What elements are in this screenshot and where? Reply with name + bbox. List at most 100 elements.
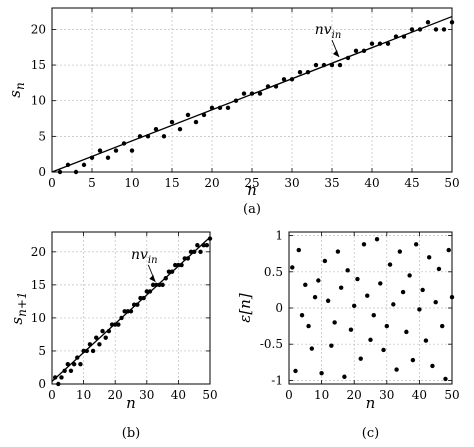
x-tick-label: 30: [284, 176, 299, 190]
data-point: [121, 141, 127, 146]
data-point: [141, 295, 146, 301]
y-tick-label: 5: [38, 344, 46, 358]
data-point: [299, 313, 305, 318]
y-axis-label: sn: [6, 82, 27, 97]
data-point: [144, 289, 149, 294]
panel-b: 0 10 20 30 40 50 0 5 10 15 20 nvin n sn+1 (b): [8, 231, 218, 441]
data-point: [52, 375, 58, 380]
data-point: [116, 322, 121, 327]
x-tick-label: 40: [412, 388, 427, 402]
data-point: [313, 62, 319, 68]
data-point: [71, 361, 77, 367]
data-point: [182, 256, 187, 261]
data-point: [345, 268, 350, 273]
data-point: [417, 307, 422, 312]
data-point: [137, 134, 143, 139]
data-point: [297, 69, 303, 75]
data-point: [387, 262, 393, 267]
data-point: [355, 276, 360, 282]
data-point: [163, 276, 168, 281]
y-tick-label: 0.5: [264, 265, 283, 279]
y-axis-label-sub: n+1: [15, 291, 29, 316]
x-tick-label: 15: [164, 176, 179, 190]
y-tick-label: -1: [271, 373, 283, 387]
data-point: [312, 294, 318, 300]
data-point: [446, 247, 451, 253]
data-point: [322, 258, 328, 264]
x-tick-label: 5: [88, 176, 96, 190]
data-point: [371, 313, 376, 318]
data-point: [119, 315, 124, 321]
data-point: [154, 282, 159, 288]
data-point: [150, 282, 156, 288]
panel-caption: (b): [122, 426, 140, 441]
data-point: [249, 91, 255, 96]
data-point: [443, 376, 448, 382]
data-point: [56, 381, 61, 387]
y-tick-label: 10: [31, 94, 46, 108]
data-point: [241, 91, 247, 96]
data-point: [377, 41, 383, 46]
annotation-arrow-head: [149, 274, 156, 282]
data-point: [209, 105, 215, 111]
data-point: [173, 262, 178, 268]
data-point: [426, 255, 432, 260]
data-point: [449, 294, 455, 300]
data-point: [342, 374, 347, 379]
data-point: [185, 256, 191, 261]
y-tick-label: 20: [31, 22, 46, 36]
data-point: [65, 162, 71, 168]
panel-caption: (c): [362, 426, 379, 441]
data-point: [329, 62, 335, 68]
y-tick-label: 20: [31, 245, 46, 259]
x-tick-label: 40: [364, 176, 379, 190]
data-point: [97, 342, 102, 347]
data-point: [145, 134, 151, 139]
x-tick-label: 35: [324, 176, 339, 190]
data-point: [89, 155, 95, 160]
data-point: [397, 249, 403, 254]
data-point: [193, 119, 199, 125]
data-point: [306, 323, 311, 329]
data-point: [65, 361, 71, 367]
data-point: [265, 84, 271, 89]
x-tick-label: 0: [285, 388, 293, 402]
y-tick-label: -0.5: [260, 337, 283, 351]
data-point: [332, 320, 337, 325]
y-tick-label: 0: [38, 377, 46, 391]
data-point: [296, 247, 301, 253]
data-point: [407, 273, 412, 278]
plot-frame: [51, 231, 211, 385]
x-tick-label: 20: [108, 388, 123, 402]
data-point: [161, 134, 167, 139]
annotation-label: nvin: [315, 22, 342, 41]
panel-caption: (a): [243, 202, 261, 217]
data-point: [125, 309, 131, 314]
data-point: [195, 243, 200, 248]
y-tick-label: 0: [275, 301, 283, 315]
data-point: [147, 289, 153, 294]
data-point: [290, 265, 295, 270]
data-point: [423, 338, 429, 343]
data-point: [94, 335, 99, 340]
data-point: [87, 342, 93, 347]
data-point: [433, 300, 438, 305]
x-axis-label: n: [366, 394, 376, 412]
data-point: [385, 41, 391, 46]
data-point: [169, 269, 175, 274]
x-tick-label: 25: [244, 176, 259, 190]
data-point: [325, 298, 331, 303]
y-tick-label: 15: [31, 58, 46, 72]
y-axis-label: sn+1: [8, 291, 29, 324]
data-point: [100, 328, 105, 334]
data-point: [319, 370, 324, 376]
x-tick-label: 30: [139, 388, 154, 402]
data-point: [281, 77, 287, 82]
data-point: [361, 242, 367, 247]
data-point: [413, 242, 419, 247]
data-point: [369, 41, 375, 46]
x-tick-label: 0: [48, 176, 56, 190]
y-tick-label: 0: [38, 165, 46, 179]
y-tick-label: 15: [31, 278, 46, 292]
data-point: [207, 236, 213, 241]
